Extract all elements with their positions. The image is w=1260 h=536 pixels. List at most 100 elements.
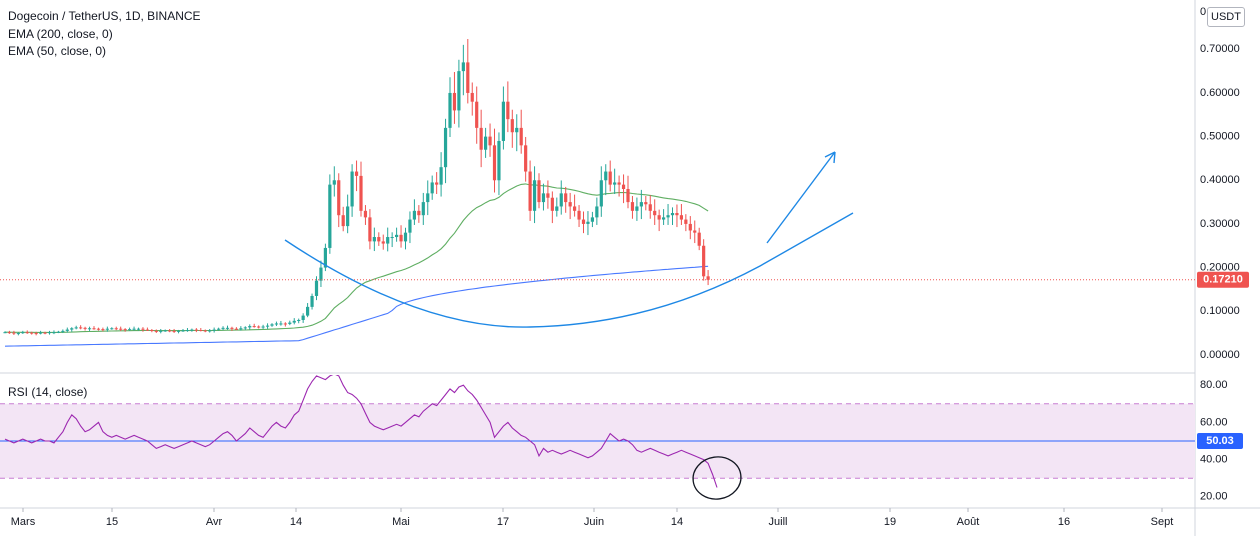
candle-body [292, 320, 296, 323]
ema200-legend[interactable]: EMA (200, close, 0) [8, 27, 113, 41]
candle-body [706, 276, 710, 280]
rsi-value-label: 50.03 [1206, 435, 1234, 447]
candle-body [452, 92, 457, 111]
candle-body [243, 327, 247, 329]
candle-body [479, 127, 483, 150]
candle-body [532, 180, 537, 211]
candle-body [16, 333, 20, 335]
candle-body [515, 127, 519, 133]
ema200-line [4, 265, 709, 347]
candle-body [519, 127, 523, 146]
candle-body [350, 171, 354, 207]
candle-body [568, 202, 572, 207]
candle-body [301, 315, 305, 320]
candle-body [105, 328, 109, 330]
candle-body [261, 326, 265, 328]
candle-body [168, 330, 172, 332]
candles [3, 38, 710, 336]
candle-body [141, 328, 145, 330]
candle-body [435, 182, 439, 185]
candle-body [381, 241, 385, 244]
currency-button[interactable]: USDT [1207, 7, 1245, 27]
candle-body [185, 330, 190, 332]
candle-body [484, 136, 488, 150]
candle-body [662, 217, 666, 220]
candle-body [239, 328, 243, 330]
candle-body [346, 206, 350, 227]
candle-body [257, 326, 261, 328]
candle-body [39, 332, 43, 334]
candle-body [145, 329, 149, 331]
candle-body [386, 237, 390, 244]
candle-body [657, 215, 661, 220]
candle-body [230, 327, 234, 329]
candle-body [199, 330, 203, 332]
candle-body [34, 333, 38, 335]
candle-body [132, 328, 136, 330]
candle-body [150, 330, 154, 332]
candle-body [3, 332, 7, 334]
candle-body [390, 237, 394, 239]
candle-body [306, 306, 310, 316]
candle-body [395, 234, 399, 238]
candle-body [203, 330, 207, 332]
candle-body [79, 327, 83, 329]
candle-body [693, 230, 697, 233]
time-tick-label: Sept [1151, 516, 1174, 528]
candle-body [25, 332, 29, 334]
candle-body [639, 202, 643, 207]
candle-body [359, 175, 363, 211]
candle-body [528, 171, 532, 211]
ema50-legend[interactable]: EMA (50, close, 0) [8, 44, 107, 58]
last-price-label: 0.17210 [1203, 274, 1243, 286]
rsi-tick-label: 60.00 [1200, 416, 1228, 428]
time-tick-label: Mai [392, 516, 410, 528]
rsi-legend[interactable]: RSI (14, close) [8, 385, 88, 399]
candle-body [461, 62, 465, 72]
candle-body [550, 197, 554, 211]
candle-body [110, 328, 114, 330]
candle-body [475, 101, 479, 128]
candle-body [648, 204, 652, 211]
candle-body [555, 206, 559, 211]
rsi-line [4, 375, 718, 488]
candle-body [101, 329, 105, 331]
candle-body [559, 193, 563, 207]
candle-body [604, 171, 608, 181]
candle-body [506, 101, 510, 120]
candle-body [573, 206, 577, 211]
time-tick-label: Juin [584, 516, 604, 528]
u-curve-drawing [284, 212, 854, 328]
time-tick-label: Août [957, 516, 980, 528]
candle-body [212, 329, 216, 331]
candle-body [617, 182, 621, 185]
time-tick-label: 19 [884, 516, 896, 528]
candle-body [626, 189, 630, 203]
candle-body [497, 140, 501, 181]
candle-body [443, 127, 448, 168]
candle-body [136, 328, 141, 330]
candle-body [590, 217, 594, 222]
price-axis-top-label: 0 [1200, 6, 1206, 18]
candle-body [586, 221, 590, 224]
candle-body [297, 319, 301, 321]
candle-body [470, 92, 474, 102]
candle-body [457, 71, 461, 111]
candle-body [412, 210, 416, 220]
candle-body [466, 62, 470, 93]
candle-body [65, 329, 69, 331]
candle-body [319, 267, 323, 281]
candle-body [114, 328, 118, 330]
price-tick-label: 0.70000 [1200, 43, 1240, 55]
candle-body [621, 184, 626, 189]
candle-body [270, 324, 274, 326]
candle-body [7, 332, 12, 334]
rsi-tick-label: 80.00 [1200, 379, 1228, 391]
time-tick-label: Mars [11, 516, 36, 528]
candle-body [30, 332, 34, 334]
candle-body [337, 180, 341, 216]
candle-body [47, 332, 52, 334]
candle-body [363, 210, 368, 218]
time-tick-label: Juill [769, 516, 788, 528]
